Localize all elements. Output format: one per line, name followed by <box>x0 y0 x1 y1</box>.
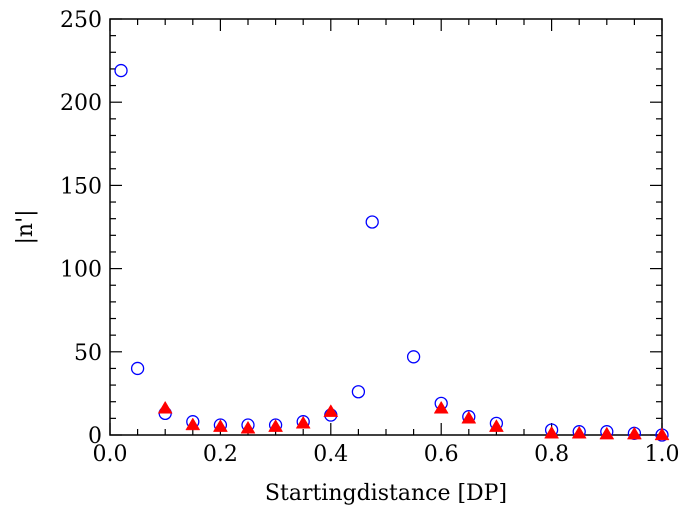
x-axis-label: Startingdistance [DP] <box>265 481 507 506</box>
series-1-point <box>268 419 284 432</box>
x-tick-label: 0.0 <box>93 442 128 467</box>
series-0-point <box>351 385 366 399</box>
series-1-point <box>240 420 256 434</box>
series-0-point <box>114 63 128 78</box>
x-tick-label: 0.2 <box>203 442 238 467</box>
series-1-point <box>626 426 642 440</box>
y-tick-labels: 0 50 100 150 200 250 <box>60 8 102 449</box>
series-0-point <box>365 215 379 229</box>
series-0-point <box>406 350 421 364</box>
x-tick-labels: 0.0 0.2 0.4 0.6 0.8 1.0 <box>93 442 680 467</box>
y-tick-label: 150 <box>60 174 102 199</box>
series-1-point <box>544 425 560 439</box>
series-1-point <box>488 419 504 432</box>
axis-ticks <box>109 18 663 436</box>
plot-frame <box>109 18 663 436</box>
y-axis-label: |n'| <box>13 209 38 244</box>
series-1-point <box>654 427 670 441</box>
series-1-point <box>571 425 587 439</box>
x-tick-label: 1.0 <box>645 442 680 467</box>
series-1-point <box>212 419 228 432</box>
y-tick-label: 100 <box>60 258 102 283</box>
y-tick-label: 250 <box>60 8 102 33</box>
series-0-point <box>130 361 145 376</box>
x-tick-label: 0.8 <box>534 442 569 467</box>
x-tick-label: 0.4 <box>313 442 348 467</box>
series-1-point <box>185 417 201 431</box>
series-1-point <box>323 404 339 417</box>
series-1-point <box>461 410 477 424</box>
x-tick-label: 0.6 <box>424 442 459 467</box>
y-tick-label: 200 <box>60 91 102 116</box>
series-1-point <box>433 400 449 414</box>
y-tick-label: 0 <box>88 424 102 449</box>
data-markers <box>114 63 670 442</box>
y-tick-label: 50 <box>74 341 102 366</box>
series-1-point <box>599 426 615 440</box>
series-1-point <box>295 415 311 429</box>
series-1-point <box>157 400 173 414</box>
